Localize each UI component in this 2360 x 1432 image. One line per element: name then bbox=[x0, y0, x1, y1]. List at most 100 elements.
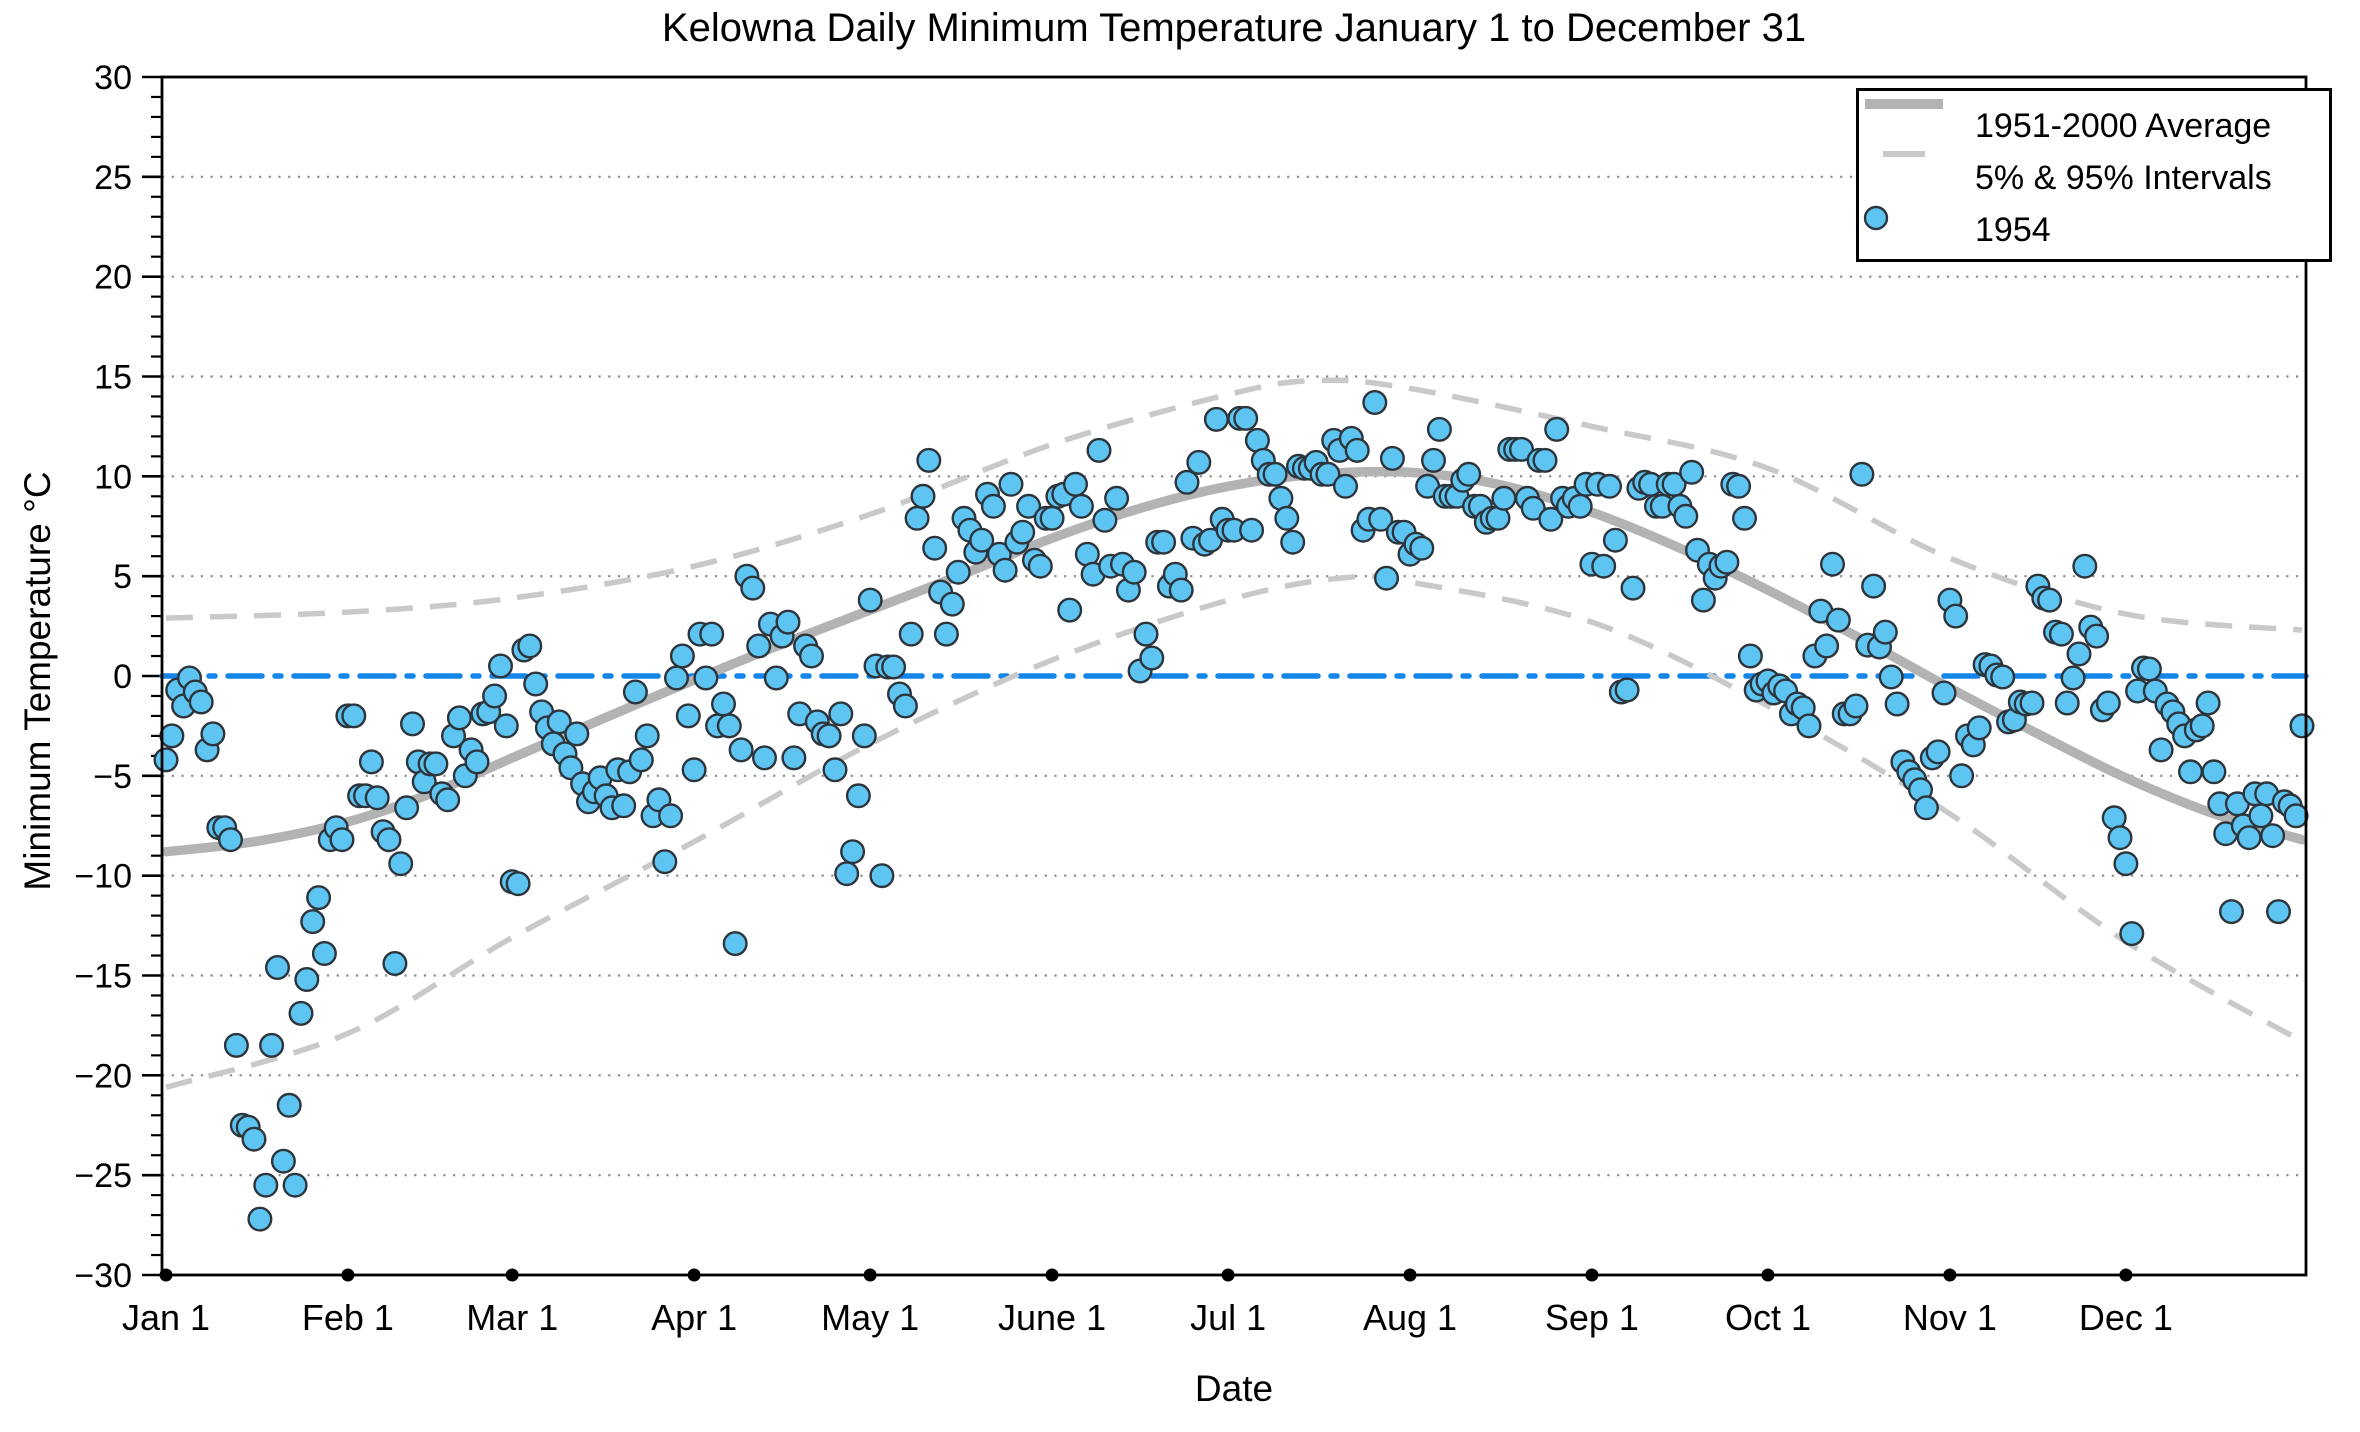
scatter-point bbox=[892, 693, 918, 719]
legend-item-1954: 1954 bbox=[1859, 201, 2329, 259]
scatter-point bbox=[1168, 577, 1194, 603]
legend-label-1954: 1954 bbox=[1975, 210, 2051, 249]
scatter-point bbox=[1861, 573, 1887, 599]
x-tick-label: Nov 1 bbox=[1903, 1297, 1997, 1338]
scatter-point bbox=[1726, 473, 1752, 499]
scatter-point bbox=[223, 1032, 249, 1058]
y-tick-label: −10 bbox=[74, 858, 132, 896]
scatter-point bbox=[1614, 677, 1640, 703]
scatter-point bbox=[857, 587, 883, 613]
scatter-point bbox=[840, 839, 866, 865]
scatter-point bbox=[933, 621, 959, 647]
y-tick-label: 5 bbox=[113, 558, 132, 596]
scatter-point bbox=[564, 721, 590, 747]
x-tick-dot bbox=[1943, 1268, 1957, 1282]
scatter-point bbox=[1949, 763, 1975, 789]
scatter-point bbox=[517, 633, 543, 659]
scatter-point bbox=[763, 665, 789, 691]
scatter-point bbox=[1567, 493, 1593, 519]
scatter-point bbox=[2072, 553, 2098, 579]
scatter-point bbox=[1602, 527, 1628, 553]
scatter-point bbox=[1016, 493, 1042, 519]
scatter-point bbox=[1039, 505, 1065, 531]
x-tick-label: Oct 1 bbox=[1725, 1297, 1811, 1338]
scatter-point bbox=[247, 1206, 273, 1232]
scatter-point bbox=[464, 749, 490, 775]
scatter-point bbox=[781, 745, 807, 771]
scatter-point bbox=[1139, 645, 1165, 671]
scatter-point bbox=[1174, 469, 1200, 495]
x-tick-dot bbox=[687, 1268, 701, 1282]
scatter-point bbox=[2060, 665, 2086, 691]
y-tick-label: −20 bbox=[74, 1057, 132, 1095]
scatter-point bbox=[523, 671, 549, 697]
scatter-point bbox=[2066, 641, 2092, 667]
scatter-point bbox=[2177, 759, 2203, 785]
scatter-point bbox=[869, 863, 895, 889]
dashed-line-icon bbox=[1883, 151, 1925, 157]
scatter-point bbox=[394, 795, 420, 821]
scatter-point bbox=[611, 793, 637, 819]
scatter-point bbox=[628, 747, 654, 773]
scatter-point bbox=[2265, 899, 2291, 925]
scatter-point bbox=[904, 505, 930, 531]
scatter-point bbox=[693, 665, 719, 691]
scatter-point bbox=[159, 723, 185, 749]
scatter-point bbox=[1737, 643, 1763, 669]
scatter-point bbox=[1931, 680, 1957, 706]
scatter-point bbox=[1849, 461, 1875, 487]
scatter-point bbox=[300, 909, 326, 935]
scatter-point bbox=[1943, 603, 1969, 629]
scatter-point bbox=[1819, 551, 1845, 577]
scatter-point bbox=[1843, 693, 1869, 719]
scatter-point bbox=[728, 737, 754, 763]
scatter-point bbox=[1121, 559, 1147, 585]
x-tick-dot bbox=[1585, 1268, 1599, 1282]
scatter-point bbox=[311, 941, 337, 967]
scatter-point bbox=[1027, 553, 1053, 579]
scatter-point bbox=[265, 955, 291, 981]
y-tick-label: 20 bbox=[94, 259, 132, 297]
scatter-point bbox=[2095, 690, 2121, 716]
scatter-point bbox=[1186, 449, 1212, 475]
thick-line-icon bbox=[1865, 99, 1943, 109]
scatter-point bbox=[1092, 507, 1118, 533]
scatter-point bbox=[1062, 471, 1088, 497]
x-tick-dot bbox=[2119, 1268, 2133, 1282]
scatter-point bbox=[2037, 587, 2063, 613]
scatter-point bbox=[2218, 899, 2244, 925]
x-tick-label: Apr 1 bbox=[651, 1297, 737, 1338]
scatter-point bbox=[2148, 737, 2174, 763]
scatter-point bbox=[423, 751, 449, 777]
scatter-point bbox=[1544, 416, 1570, 442]
scatter-point bbox=[2195, 690, 2221, 716]
scatter-point bbox=[2019, 690, 2045, 716]
scatter-point bbox=[945, 559, 971, 585]
scatter-point bbox=[775, 609, 801, 635]
scatter-point bbox=[276, 1092, 302, 1118]
x-tick-dot bbox=[505, 1268, 519, 1282]
x-tick-label: Sep 1 bbox=[1545, 1297, 1639, 1338]
x-tick-label: Aug 1 bbox=[1363, 1297, 1457, 1338]
scatter-point bbox=[505, 871, 531, 897]
scatter-point bbox=[446, 705, 472, 731]
y-tick-label: −30 bbox=[74, 1257, 132, 1295]
scatter-point bbox=[822, 757, 848, 783]
scatter-point bbox=[488, 653, 514, 679]
scatter-point bbox=[1203, 406, 1229, 432]
scatter-point bbox=[1731, 505, 1757, 531]
scatter-point bbox=[1990, 664, 2016, 690]
x-tick-dot bbox=[1403, 1268, 1417, 1282]
scatter-point bbox=[282, 1172, 308, 1198]
scatter-point bbox=[1239, 517, 1265, 543]
scatter-point bbox=[669, 643, 695, 669]
scatter-point bbox=[1679, 459, 1705, 485]
x-tick-dot bbox=[159, 1268, 173, 1282]
scatter-point bbox=[922, 535, 948, 561]
scatter-point bbox=[1373, 565, 1399, 591]
x-tick-label: Mar 1 bbox=[466, 1297, 558, 1338]
y-tick-label: 10 bbox=[94, 458, 132, 496]
scatter-point bbox=[546, 709, 572, 735]
scatter-point bbox=[2283, 803, 2309, 829]
